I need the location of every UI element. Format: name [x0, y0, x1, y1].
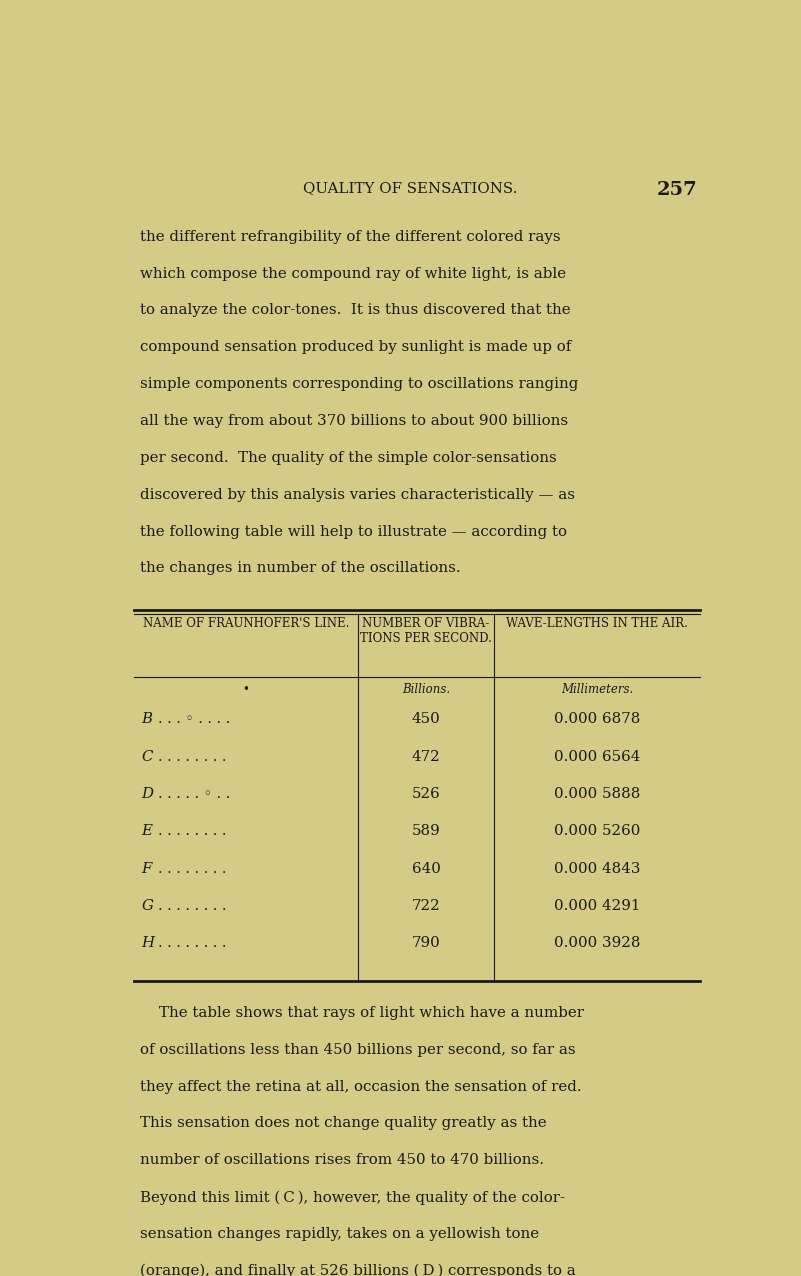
Text: H: H [142, 937, 155, 951]
Text: the changes in number of the oscillations.: the changes in number of the oscillation… [140, 561, 461, 575]
Text: F: F [142, 861, 152, 875]
Text: E: E [142, 824, 153, 838]
Text: B: B [142, 712, 153, 726]
Text: 257: 257 [657, 181, 698, 199]
Text: discovered by this analysis varies characteristically — as: discovered by this analysis varies chara… [140, 487, 575, 501]
Text: This sensation does not change quality greatly as the: This sensation does not change quality g… [140, 1116, 547, 1131]
Text: all the way from about 370 billions to about 900 billions: all the way from about 370 billions to a… [140, 413, 569, 427]
Text: of oscillations less than 450 billions per second, so far as: of oscillations less than 450 billions p… [140, 1042, 576, 1057]
Text: 0.000 5888: 0.000 5888 [554, 787, 641, 801]
Text: sensation changes rapidly, takes on a yellowish tone: sensation changes rapidly, takes on a ye… [140, 1228, 540, 1242]
Text: number of oscillations rises from 450 to 470 billions.: number of oscillations rises from 450 to… [140, 1154, 545, 1168]
Text: compound sensation produced by sunlight is made up of: compound sensation produced by sunlight … [140, 341, 572, 355]
Text: Beyond this limit ( C ), however, the quality of the color-: Beyond this limit ( C ), however, the qu… [140, 1191, 566, 1205]
Text: simple components corresponding to oscillations ranging: simple components corresponding to oscil… [140, 378, 579, 392]
Text: 0.000 6878: 0.000 6878 [554, 712, 641, 726]
Text: the following table will help to illustrate — according to: the following table will help to illustr… [140, 524, 567, 538]
Text: which compose the compound ray of white light, is able: which compose the compound ray of white … [140, 267, 566, 281]
Text: 640: 640 [412, 861, 441, 875]
Text: Billions.: Billions. [402, 683, 450, 695]
Text: 589: 589 [412, 824, 441, 838]
Text: . . . . . . . .: . . . . . . . . [158, 824, 227, 838]
Text: NUMBER OF VIBRA-
TIONS PER SECOND.: NUMBER OF VIBRA- TIONS PER SECOND. [360, 616, 492, 644]
Text: they affect the retina at all, occasion the sensation of red.: they affect the retina at all, occasion … [140, 1079, 582, 1094]
Text: . . . ◦ . . . .: . . . ◦ . . . . [158, 712, 230, 726]
Text: •: • [243, 683, 249, 695]
Text: 472: 472 [412, 749, 441, 763]
Text: . . . . . . . .: . . . . . . . . [158, 749, 227, 763]
Text: The table shows that rays of light which have a number: The table shows that rays of light which… [140, 1005, 585, 1020]
Text: D: D [142, 787, 154, 801]
Text: . . . . . . . .: . . . . . . . . [158, 861, 227, 875]
Text: NAME OF FRAUNHOFER'S LINE.: NAME OF FRAUNHOFER'S LINE. [143, 616, 349, 630]
Text: 450: 450 [412, 712, 441, 726]
Text: 0.000 6564: 0.000 6564 [554, 749, 641, 763]
Text: 0.000 4291: 0.000 4291 [554, 898, 641, 912]
Text: to analyze the color-tones.  It is thus discovered that the: to analyze the color-tones. It is thus d… [140, 304, 571, 318]
Text: . . . . . . . .: . . . . . . . . [158, 898, 227, 912]
Text: 0.000 4843: 0.000 4843 [554, 861, 641, 875]
Text: WAVE-LENGTHS IN THE AIR.: WAVE-LENGTHS IN THE AIR. [506, 616, 688, 630]
Text: 722: 722 [412, 898, 441, 912]
Text: per second.  The quality of the simple color-sensations: per second. The quality of the simple co… [140, 450, 557, 464]
Text: G: G [142, 898, 154, 912]
Text: (orange), and finally at 526 billions ( D ) corresponds to a: (orange), and finally at 526 billions ( … [140, 1263, 576, 1276]
Text: C: C [142, 749, 153, 763]
Text: the different refrangibility of the different colored rays: the different refrangibility of the diff… [140, 230, 561, 244]
Text: . . . . . . . .: . . . . . . . . [158, 937, 227, 951]
Text: 0.000 5260: 0.000 5260 [554, 824, 641, 838]
Text: 0.000 3928: 0.000 3928 [554, 937, 641, 951]
Text: . . . . . ◦ . .: . . . . . ◦ . . [158, 787, 230, 801]
Text: QUALITY OF SENSATIONS.: QUALITY OF SENSATIONS. [304, 181, 517, 195]
Text: 526: 526 [412, 787, 441, 801]
Text: Millimeters.: Millimeters. [562, 683, 634, 695]
Text: 790: 790 [412, 937, 441, 951]
